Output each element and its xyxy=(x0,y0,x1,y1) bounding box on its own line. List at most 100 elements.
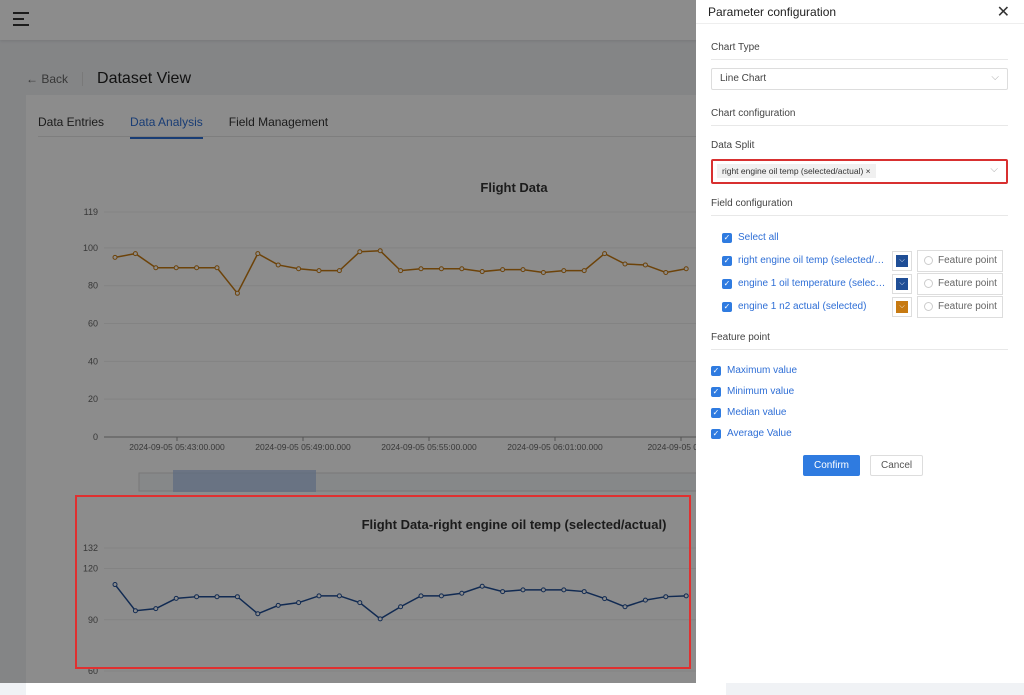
data-point[interactable] xyxy=(602,596,608,602)
chevron-down-icon: ⌵ xyxy=(896,277,908,290)
data-point[interactable] xyxy=(500,589,506,595)
data-point[interactable] xyxy=(459,266,465,272)
checkbox-checked-icon[interactable]: ✓ xyxy=(722,255,732,266)
feature-point-radio[interactable]: Feature point xyxy=(917,249,1003,272)
data-point[interactable] xyxy=(275,602,281,608)
feature-checkbox[interactable]: ✓ Average Value xyxy=(711,423,1024,444)
data-point[interactable] xyxy=(234,594,240,600)
data-point[interactable] xyxy=(602,251,608,257)
data-point[interactable] xyxy=(398,604,404,610)
tag-close-icon[interactable]: × xyxy=(865,166,871,176)
feature-checkbox[interactable]: ✓ Minimum value xyxy=(711,381,1024,402)
data-point[interactable] xyxy=(357,600,363,606)
data-point[interactable] xyxy=(479,583,485,589)
feature-checkbox[interactable]: ✓ Maximum value xyxy=(711,360,1024,381)
data-point[interactable] xyxy=(500,267,506,273)
data-point[interactable] xyxy=(459,590,465,596)
data-point[interactable] xyxy=(316,268,322,274)
data-point[interactable] xyxy=(112,254,118,260)
tab-data-analysis[interactable]: Data Analysis xyxy=(130,115,203,139)
x-tick-label: 2024-09-05 05:49:00.000 xyxy=(255,442,351,452)
chevron-down-icon: ⌵ xyxy=(896,300,908,313)
confirm-button[interactable]: Confirm xyxy=(803,455,861,476)
data-point[interactable] xyxy=(194,594,200,600)
select-all-label: Select all xyxy=(738,232,779,243)
data-point[interactable] xyxy=(214,594,220,600)
tab-field-management[interactable]: Field Management xyxy=(228,115,329,129)
data-point[interactable] xyxy=(255,251,261,257)
data-point[interactable] xyxy=(520,267,526,273)
data-point[interactable] xyxy=(561,587,567,593)
data-point[interactable] xyxy=(132,608,138,614)
data-point[interactable] xyxy=(173,595,179,601)
data-point[interactable] xyxy=(683,266,689,272)
data-point[interactable] xyxy=(438,593,444,599)
y-tick-label: 100 xyxy=(83,243,98,253)
data-point[interactable] xyxy=(561,268,567,274)
data-point[interactable] xyxy=(336,268,342,274)
data-point[interactable] xyxy=(173,265,179,271)
zoom-slider-window[interactable] xyxy=(173,470,316,492)
data-point[interactable] xyxy=(520,587,526,593)
color-picker[interactable]: ⌵ xyxy=(892,273,912,294)
data-point[interactable] xyxy=(642,262,648,268)
data-point[interactable] xyxy=(255,611,261,617)
data-point[interactable] xyxy=(622,261,628,267)
data-point[interactable] xyxy=(622,604,628,610)
data-split-select[interactable]: right engine oil temp (selected/actual) … xyxy=(711,159,1008,184)
feature-point-radio[interactable]: Feature point xyxy=(917,295,1003,318)
data-point[interactable] xyxy=(418,593,424,599)
data-point[interactable] xyxy=(296,266,302,272)
field-config-heading: Field configuration xyxy=(711,184,1008,216)
tab-data-entries[interactable]: Data Entries xyxy=(38,115,105,129)
x-tick-label: 2024-09-05 05:43:00.000 xyxy=(129,442,225,452)
data-point[interactable] xyxy=(540,587,546,593)
feature-point-radio[interactable]: Feature point xyxy=(917,272,1003,295)
data-point[interactable] xyxy=(112,582,118,588)
data-point[interactable] xyxy=(234,290,240,296)
data-point[interactable] xyxy=(663,270,669,276)
data-point[interactable] xyxy=(683,593,689,599)
data-point[interactable] xyxy=(296,600,302,606)
chart-type-select[interactable]: Line Chart ⌵ xyxy=(711,68,1008,90)
checkbox-checked-icon[interactable]: ✓ xyxy=(722,278,732,289)
data-point[interactable] xyxy=(316,593,322,599)
data-point[interactable] xyxy=(194,265,200,271)
radio-icon xyxy=(924,279,933,288)
tab-divider xyxy=(38,136,726,137)
drawer-title: Parameter configuration xyxy=(708,5,837,19)
data-point[interactable] xyxy=(540,270,546,276)
data-point[interactable] xyxy=(642,597,648,603)
feature-checkbox[interactable]: ✓ Median value xyxy=(711,402,1024,423)
data-point[interactable] xyxy=(214,265,220,271)
radio-icon xyxy=(924,302,933,311)
data-point[interactable] xyxy=(132,251,138,257)
color-picker[interactable]: ⌵ xyxy=(892,250,912,271)
hamburger-icon[interactable] xyxy=(13,12,29,30)
data-point[interactable] xyxy=(336,593,342,599)
data-point[interactable] xyxy=(275,262,281,268)
feature-label: Average Value xyxy=(727,428,792,439)
data-point[interactable] xyxy=(357,249,363,255)
x-tick-label: 2024-09-05 05:55:00.000 xyxy=(381,442,477,452)
close-icon[interactable]: ✕ xyxy=(996,4,1010,21)
data-point[interactable] xyxy=(377,616,383,622)
select-all-checkbox[interactable]: ✓ Select all xyxy=(722,226,1024,249)
data-point[interactable] xyxy=(663,594,669,600)
data-point[interactable] xyxy=(438,266,444,272)
y-tick-label: 90 xyxy=(88,615,98,625)
data-point[interactable] xyxy=(581,589,587,595)
cancel-button[interactable]: Cancel xyxy=(870,455,924,476)
color-picker[interactable]: ⌵ xyxy=(892,296,912,317)
data-point[interactable] xyxy=(398,268,404,274)
data-point[interactable] xyxy=(581,268,587,274)
back-button[interactable]: ← Back xyxy=(26,72,69,86)
data-point[interactable] xyxy=(479,269,485,275)
y-tick-label: 119 xyxy=(84,207,98,217)
data-point[interactable] xyxy=(153,265,159,271)
back-label: Back xyxy=(41,72,69,86)
data-point[interactable] xyxy=(153,606,159,612)
data-point[interactable] xyxy=(418,266,424,272)
data-point[interactable] xyxy=(377,248,383,254)
checkbox-checked-icon[interactable]: ✓ xyxy=(722,301,732,312)
